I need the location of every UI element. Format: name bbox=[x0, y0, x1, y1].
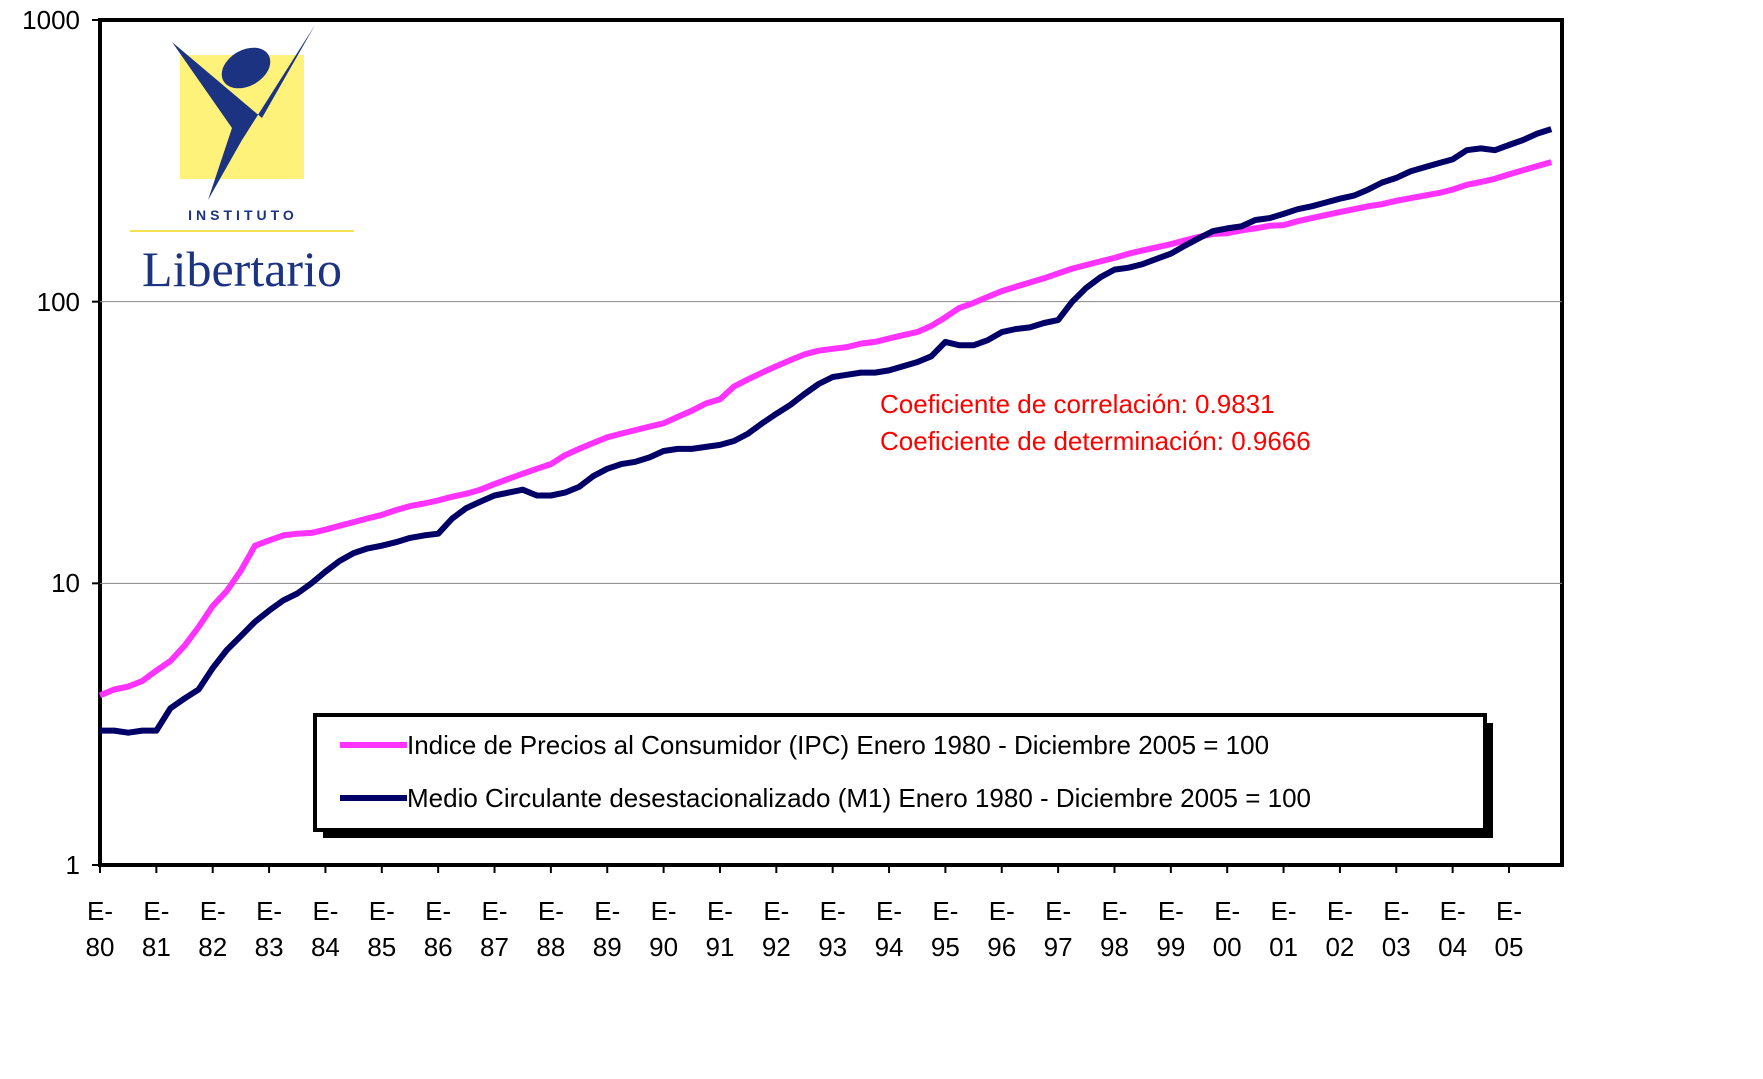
x-tick-label: E- 90 bbox=[649, 896, 679, 962]
y-tick-label: 100 bbox=[36, 286, 80, 317]
x-tick-label: E- 86 bbox=[423, 896, 453, 962]
x-tick-label: E- 83 bbox=[254, 896, 284, 962]
x-tick-label: E- 01 bbox=[1269, 896, 1298, 962]
legend-label: Indice de Precios al Consumidor (IPC) En… bbox=[407, 730, 1269, 760]
x-tick-label: E- 89 bbox=[592, 896, 622, 962]
annotation: Coeficiente de determinación: 0.9666 bbox=[880, 426, 1311, 456]
x-tick-label: E- 95 bbox=[930, 896, 960, 962]
x-tick-label: E- 97 bbox=[1043, 896, 1073, 962]
x-tick-label: E- 82 bbox=[198, 896, 228, 962]
legend bbox=[313, 713, 1487, 832]
x-tick-label: E- 92 bbox=[761, 896, 791, 962]
logo-name: Libertario bbox=[142, 241, 342, 297]
x-tick-label: E- 87 bbox=[480, 896, 509, 962]
x-tick-label: E- 93 bbox=[818, 896, 848, 962]
x-tick-label: E- 96 bbox=[987, 896, 1017, 962]
x-tick-label: E- 85 bbox=[367, 896, 397, 962]
logo-top: INSTITUTO bbox=[188, 207, 298, 223]
y-tick-label: 1 bbox=[65, 850, 80, 880]
x-tick-label: E- 80 bbox=[85, 896, 115, 962]
x-tick-label: E- 94 bbox=[874, 896, 904, 962]
x-tick-label: E- 91 bbox=[705, 896, 735, 962]
x-tick-label: E- 05 bbox=[1494, 896, 1524, 962]
plot-frame bbox=[98, 18, 1564, 867]
x-tick-label: E- 81 bbox=[141, 896, 171, 962]
x-tick-label: E- 88 bbox=[536, 896, 566, 962]
y-tick-label: 10 bbox=[51, 568, 80, 599]
x-tick-label: E- 03 bbox=[1381, 896, 1411, 962]
series-line bbox=[98, 159, 1553, 699]
series-line bbox=[100, 126, 1553, 736]
logo: INSTITUTO Libertario bbox=[130, 25, 354, 297]
annotation: Coeficiente de correlación: 0.9831 bbox=[880, 389, 1275, 419]
x-tick-label: E- 84 bbox=[310, 896, 340, 962]
legend-label: Medio Circulante desestacionalizado (M1)… bbox=[407, 783, 1311, 813]
x-tick-label: E- 02 bbox=[1325, 896, 1355, 962]
x-tick-label: E- 00 bbox=[1212, 896, 1242, 962]
x-tick-label: E- 04 bbox=[1438, 896, 1468, 962]
x-tick-label: E- 98 bbox=[1100, 896, 1129, 962]
logo-figure bbox=[172, 25, 315, 200]
y-tick-label: 1000 bbox=[22, 5, 80, 35]
logo-head bbox=[221, 47, 271, 89]
x-tick-label: E- 99 bbox=[1156, 896, 1186, 962]
